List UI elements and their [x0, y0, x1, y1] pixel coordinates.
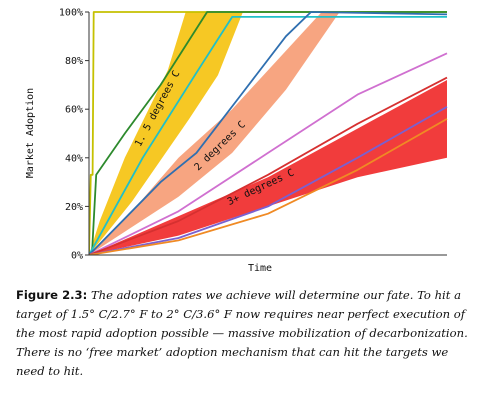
series-line-2: [89, 11, 447, 255]
y-axis-label: Market Adoption: [25, 88, 36, 178]
series-line-4: [89, 11, 448, 255]
series-line-6: [89, 76, 448, 255]
y-tick-label: 40%: [65, 153, 83, 164]
y-tick-label: 80%: [65, 56, 83, 67]
band-2: [89, 12, 340, 255]
series-line-3: [89, 15, 447, 255]
caption-label: Figure 2.3:: [16, 288, 88, 302]
series-line-5: [89, 52, 448, 255]
figure-caption: Figure 2.3: The adoption rates we achiev…: [16, 286, 470, 381]
band-1: [89, 12, 243, 255]
band-3: [89, 80, 447, 255]
axes: [88, 12, 447, 256]
series-layer: [89, 11, 448, 255]
y-tick-label: 100%: [59, 8, 83, 19]
caption-text: The adoption rates we achieve will deter…: [16, 288, 468, 378]
y-tick-label: 60%: [65, 105, 83, 116]
band-layer: [89, 12, 447, 255]
y-ticks: 0% 20% 40% 60% 80% 100%: [59, 8, 89, 262]
y-tick-label: 0%: [71, 251, 83, 262]
series-line-7: [89, 106, 448, 255]
y-tick-label: 20%: [65, 202, 83, 213]
series-line-8: [89, 118, 448, 255]
x-axis-label: Time: [248, 263, 272, 274]
